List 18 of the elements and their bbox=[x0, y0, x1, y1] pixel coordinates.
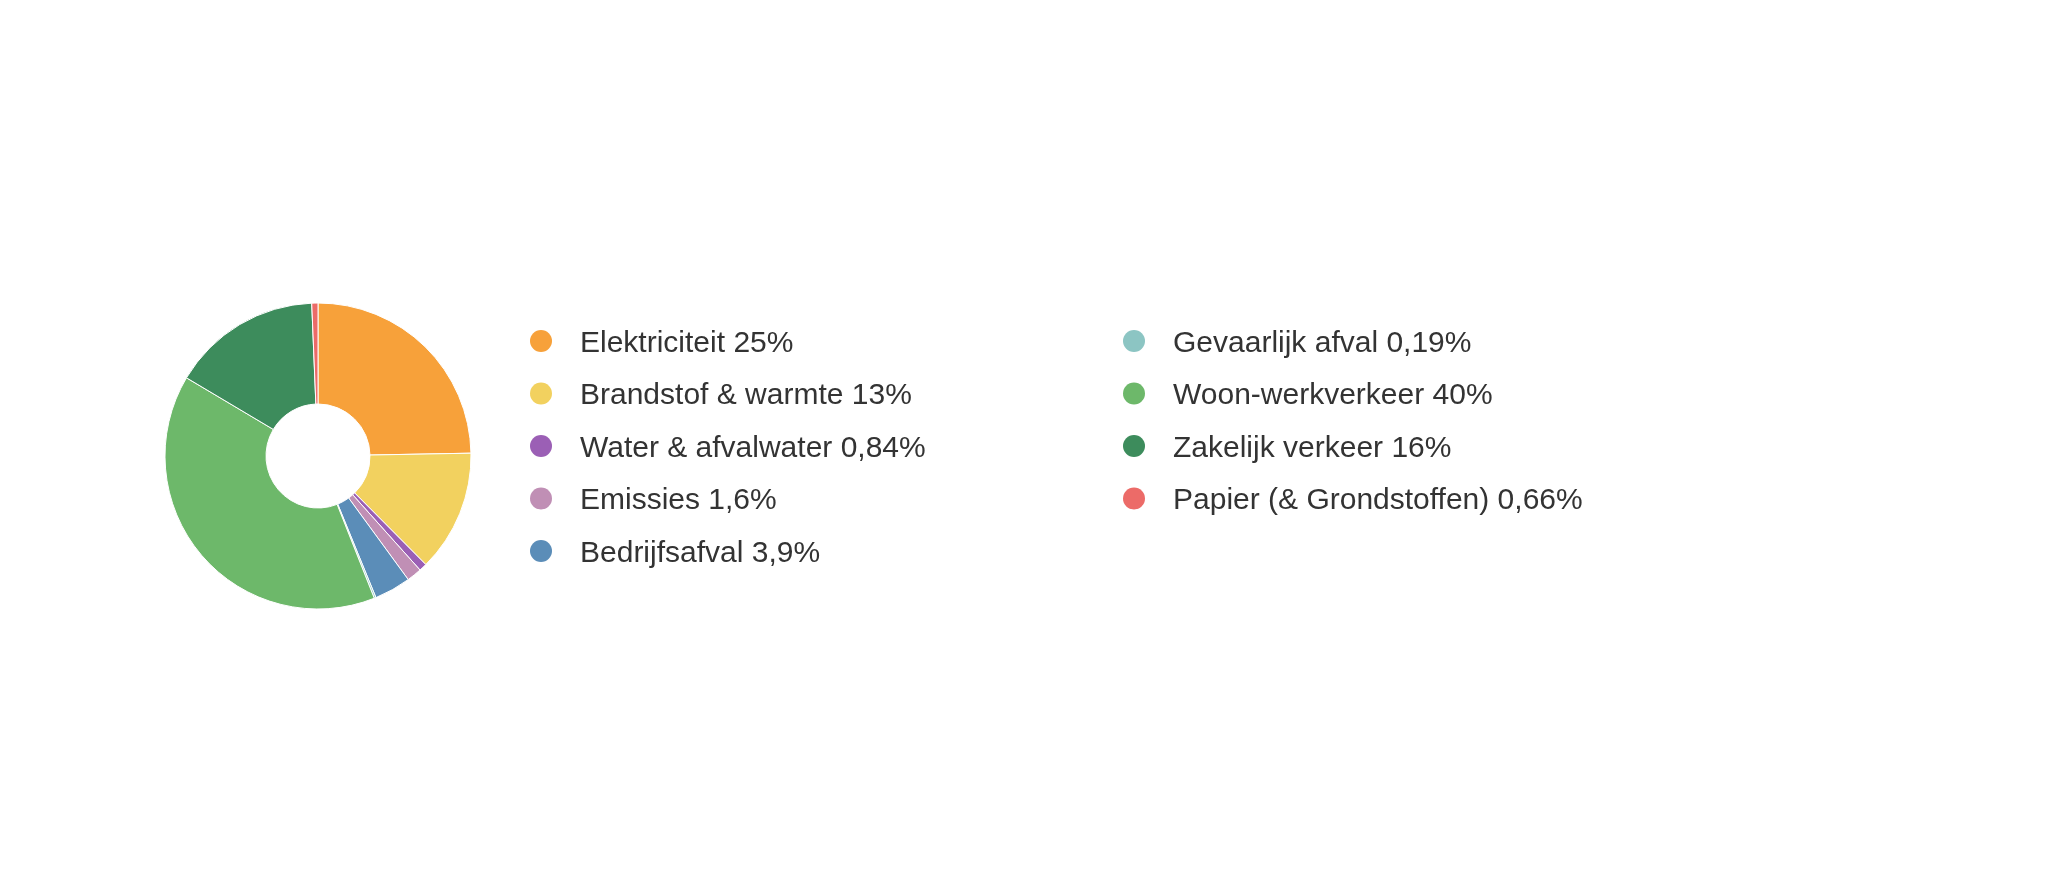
data-label: 1,6% bbox=[708, 482, 777, 515]
legend-label: Emissies bbox=[580, 482, 701, 515]
legend-label: Papier (& Grondstoffen) bbox=[1173, 482, 1490, 515]
legend-label: Zakelijk verkeer bbox=[1173, 429, 1384, 463]
data-label: 0,66% bbox=[1497, 482, 1583, 515]
data-label: 40% bbox=[1432, 377, 1493, 410]
data-label: 25% bbox=[733, 324, 794, 358]
legend-label: Bedrijfsafval bbox=[580, 534, 744, 568]
data-label: 3,9% bbox=[751, 534, 821, 568]
legend-label: Water & afvalwater bbox=[580, 429, 833, 463]
data-label: 13% bbox=[851, 377, 912, 410]
legend-label: Brandstof & warmte bbox=[580, 377, 844, 410]
data-label: 0,84% bbox=[840, 429, 926, 463]
legend-label: Woon-werkverkeer bbox=[1173, 377, 1425, 410]
data-label: 16% bbox=[1391, 429, 1452, 463]
legend-label: Elektriciteit bbox=[580, 324, 726, 358]
data-label: 0,19% bbox=[1386, 324, 1472, 358]
legend-label: Gevaarlijk afval bbox=[1173, 324, 1379, 358]
